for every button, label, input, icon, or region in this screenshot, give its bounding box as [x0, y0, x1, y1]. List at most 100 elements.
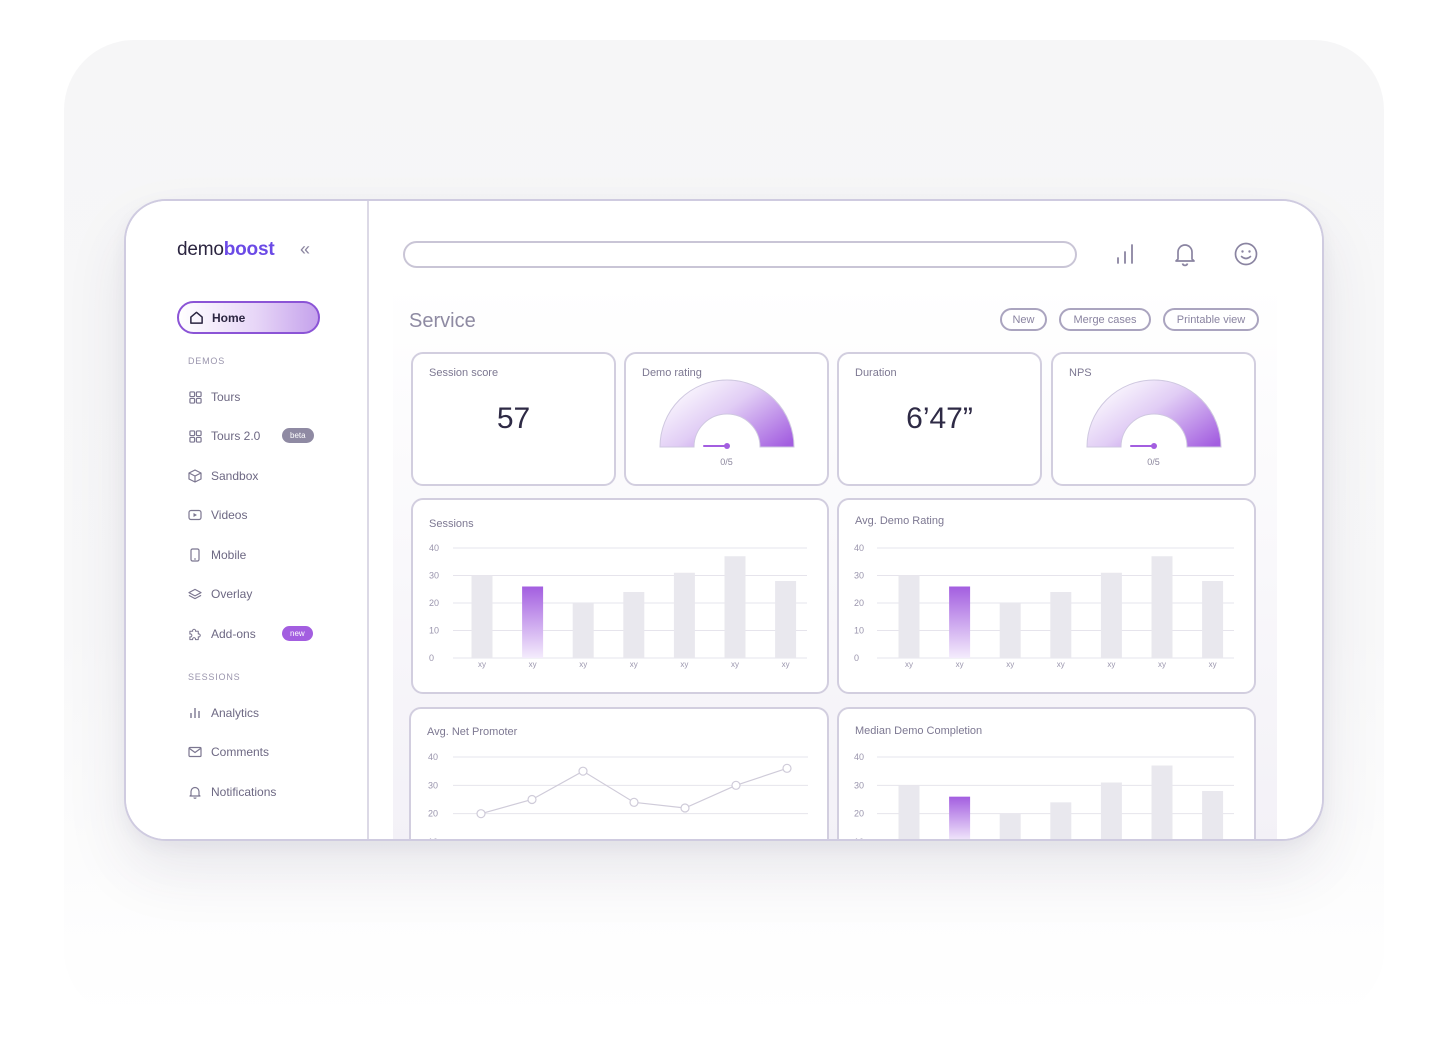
bar[interactable]	[673, 572, 695, 658]
play-icon	[188, 508, 202, 522]
search-input[interactable]	[403, 241, 1077, 268]
bar[interactable]	[623, 592, 645, 658]
sidebar-item-notifications[interactable]: Notifications	[188, 782, 276, 802]
bar[interactable]	[898, 785, 920, 841]
kpi-title: Demo rating	[642, 367, 702, 379]
bar[interactable]	[999, 603, 1021, 658]
chart-title: Avg. Net Promoter	[427, 726, 518, 738]
bar[interactable]	[1202, 791, 1224, 841]
y-tick-label: 40	[429, 543, 439, 553]
y-tick-label: 10	[854, 837, 864, 841]
sidebar-item-label: Sandbox	[211, 469, 259, 483]
bar[interactable]	[1050, 802, 1072, 841]
data-point[interactable]	[578, 766, 588, 776]
kpi-value: 57	[496, 402, 531, 435]
chart-card-avg-demo-rating: Avg. Demo Rating 0 10 20 30 40 xy xy xy xy xy xy xy	[837, 498, 1256, 694]
grid-icon	[188, 390, 202, 404]
x-tick-label: xy	[579, 660, 587, 669]
bar-highlighted[interactable]	[949, 586, 971, 659]
bar-chart-icon	[188, 706, 202, 720]
bar[interactable]	[1151, 765, 1173, 842]
median-demo-completion-bar-chart: 10 20 30 40	[854, 752, 1234, 842]
sidebar-item-sandbox[interactable]: Sandbox	[188, 466, 258, 486]
sidebar-item-label: Home	[212, 310, 246, 325]
sidebar-item-add-ons[interactable]: Add-ons	[188, 624, 256, 644]
sidebar-item-label: Overlay	[211, 587, 253, 601]
y-tick-label: 20	[429, 598, 439, 608]
sidebar-item-tours-2[interactable]: Tours 2.0	[188, 426, 260, 446]
kpi-value: 6’47”	[906, 402, 973, 435]
kpi-title: Duration	[855, 367, 897, 379]
bar-highlighted[interactable]	[949, 796, 971, 841]
bar[interactable]	[1151, 556, 1173, 658]
sidebar-item-label: Tours	[211, 390, 241, 404]
sidebar: demoboost « Home DEMOS Tours Tours 2.0 b…	[126, 201, 369, 839]
bar[interactable]	[572, 603, 594, 658]
bar[interactable]	[999, 813, 1021, 841]
smiley-icon[interactable]	[1233, 241, 1259, 267]
printable-view-button[interactable]: Printable view	[1163, 308, 1259, 331]
bar-highlighted[interactable]	[522, 586, 544, 659]
new-button[interactable]: New	[1000, 308, 1047, 331]
main-area: Service New Merge cases Printable view S…	[371, 201, 1322, 839]
sidebar-item-label: Notifications	[211, 785, 277, 799]
y-tick-label: 30	[428, 780, 438, 790]
y-tick-label: 10	[429, 626, 439, 636]
sidebar-item-videos[interactable]: Videos	[188, 505, 247, 525]
bar[interactable]	[1202, 581, 1224, 658]
sidebar-item-label: Videos	[211, 508, 248, 522]
bar[interactable]	[1050, 592, 1072, 658]
logo-text-demo: demo	[177, 239, 224, 260]
sidebar-item-tours[interactable]: Tours	[188, 387, 240, 407]
sessions-bar-chart: 0 10 20 30 40 xy xy xy xy xy xy xy	[429, 543, 807, 669]
sidebar-item-overlay[interactable]: Overlay	[188, 584, 252, 604]
data-point[interactable]	[629, 797, 639, 807]
bar[interactable]	[471, 575, 493, 659]
x-tick-label: xy	[731, 660, 739, 669]
sidebar-item-label: Tours 2.0	[211, 429, 261, 443]
mail-icon	[188, 745, 202, 759]
gauge-chart	[659, 379, 795, 449]
y-tick-label: 40	[854, 543, 864, 553]
kpi-title: NPS	[1069, 367, 1092, 379]
bar[interactable]	[775, 581, 797, 658]
sidebar-item-label: Analytics	[211, 706, 260, 720]
y-tick-label: 10	[428, 837, 438, 841]
analytics-icon[interactable]	[1113, 241, 1139, 267]
grid-icon	[188, 429, 202, 443]
bell-icon[interactable]	[1172, 241, 1198, 267]
y-tick-label: 30	[854, 780, 864, 790]
bar[interactable]	[898, 575, 920, 659]
data-point[interactable]	[782, 763, 792, 773]
y-tick-label: 0	[429, 653, 434, 663]
kpi-card-nps: NPS 0/5	[1051, 352, 1256, 486]
sidebar-item-home[interactable]: Home	[177, 301, 320, 334]
bar[interactable]	[724, 556, 746, 658]
y-tick-label: 10	[854, 626, 864, 636]
bell-icon	[188, 785, 202, 799]
bar[interactable]	[1100, 572, 1122, 658]
y-tick-label: 30	[429, 571, 439, 581]
app-logo[interactable]: demoboost	[177, 239, 275, 261]
data-point[interactable]	[476, 809, 486, 819]
data-point[interactable]	[731, 780, 741, 790]
chart-card-median-demo-completion: Median Demo Completion 10 20 30 40	[837, 707, 1256, 842]
puzzle-icon	[188, 627, 202, 641]
x-tick-label: xy	[680, 660, 688, 669]
sidebar-item-comments[interactable]: Comments	[188, 742, 269, 762]
data-point[interactable]	[527, 794, 537, 805]
x-tick-label: xy	[905, 660, 913, 669]
sidebar-item-mobile[interactable]: Mobile	[188, 545, 246, 565]
logo-text-boost: boost	[223, 239, 275, 260]
section-label-sessions: SESSIONS	[188, 672, 241, 682]
x-tick-label: xy	[478, 660, 486, 669]
gauge-arc	[659, 379, 795, 448]
sidebar-item-analytics[interactable]: Analytics	[188, 703, 259, 723]
chart-title: Avg. Demo Rating	[855, 515, 945, 527]
merge-cases-button[interactable]: Merge cases	[1059, 308, 1151, 331]
data-point[interactable]	[680, 803, 690, 813]
page-title: Service	[409, 310, 476, 332]
collapse-sidebar-icon[interactable]: «	[300, 239, 311, 259]
bar[interactable]	[1100, 782, 1122, 842]
sidebar-item-label: Add-ons	[211, 627, 256, 641]
